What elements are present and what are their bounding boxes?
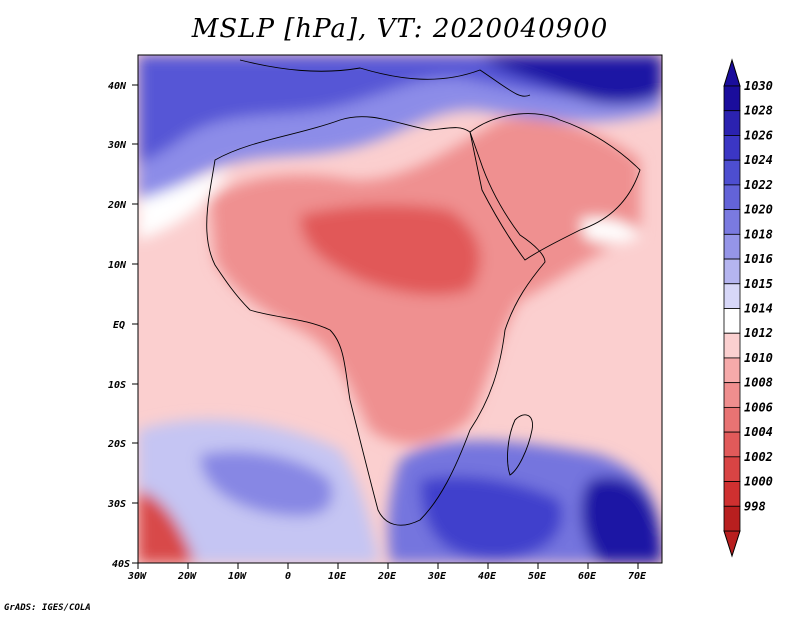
colorbar-label: 1010 [744,351,773,365]
lon-label-10w: 10W [228,571,247,582]
colorbar-box [723,233,741,260]
lat-axis: 40N 30N 20N 10N EQ 10S 20S 30S 40S [107,81,138,570]
lon-label-50e: 50E [528,571,547,582]
lon-label-30e: 30E [427,571,447,582]
madagascar-coastline [507,414,533,476]
pressure-field [138,55,662,563]
lat-label-40s: 40S [112,559,130,570]
atlantic-light-band [138,170,230,240]
north-high-core [138,55,662,165]
lon-label-70e: 70E [628,571,647,582]
lat-label-eq: EQ [113,320,125,331]
coastlines [206,59,641,526]
lon-label-10e: 10E [328,571,347,582]
colorbar-labels: 1030 1028 1026 1024 1022 1020 1018 1016 1015 1014… [744,79,773,513]
lon-label-40e: 40E [478,571,497,582]
indian-ocean-light [580,218,640,243]
colorbar-bottom-arrow [723,530,741,558]
colorbar-box [723,283,741,309]
lon-label-20e: 20E [377,571,397,582]
arabia-coastline [469,113,641,261]
sahel-low-core [300,204,481,296]
colorbar-box [723,110,741,136]
lon-label-20w: 20W [177,571,197,582]
colorbar-top-arrow [723,58,741,87]
lon-label-30w: 30W [127,571,147,582]
colorbar-boxes [723,85,741,532]
lat-label-30n: 30N [107,140,127,151]
colorbar-label: 1020 [744,203,773,217]
colorbar-label: 1015 [744,277,773,291]
africa-coastline [206,116,546,526]
lon-axis: 30W 20W 10W 0 10E 20E 30E 40E 50E 60E 70… [127,563,647,582]
colorbar: 1030 1028 1026 1024 1022 1020 1018 1016 1015 1014… [723,58,773,558]
lat-label-10n: 10N [108,260,127,271]
colorbar-label: 998 [744,499,766,513]
lat-label-20n: 20N [107,200,127,211]
grads-credit: GrADS: IGES/COLA [4,603,91,613]
lon-label-0: 0 [285,571,291,582]
lat-label-30s: 30S [107,499,126,510]
colorbar-label: 1012 [744,326,773,340]
colorbar-box [723,431,741,458]
southeast-high-core [420,476,563,560]
colorbar-box [723,481,741,507]
colorbar-label: 1026 [744,128,773,142]
east-high-core [480,55,662,105]
lat-label-10s: 10S [108,380,126,391]
southwest-high [200,451,333,517]
colorbar-label: 1030 [744,79,773,93]
colorbar-box [723,505,741,532]
colorbar-box [723,357,741,384]
colorbar-box [723,332,741,359]
colorbar-label: 1022 [744,178,773,192]
lat-label-40n: 40N [108,81,127,92]
colorbar-box [723,382,741,408]
colorbar-label: 1024 [744,153,773,167]
colorbar-label: 1016 [744,252,773,266]
colorbar-box [723,85,741,112]
colorbar-box [723,209,741,235]
colorbar-label: 1000 [744,475,773,489]
colorbar-label: 1002 [744,450,773,464]
lon-label-60e: 60E [578,571,597,582]
colorbar-label: 1008 [744,376,773,390]
colorbar-box [723,184,741,211]
colorbar-box [723,159,741,186]
colorbar-box [723,406,741,433]
colorbar-box [723,456,741,482]
colorbar-label: 1014 [744,302,773,316]
colorbar-box [723,135,741,161]
colorbar-label: 1006 [744,400,773,414]
map-frame [137,54,663,564]
colorbar-label: 1028 [744,104,773,118]
europe-coastline [239,59,531,97]
colorbar-box [723,308,741,334]
southwest-low [138,490,195,563]
colorbar-label: 1018 [744,227,773,241]
far-east-high-core [581,476,662,563]
map-title: MSLP [hPa], VT: 2020040900 [191,14,609,44]
colorbar-label: 1004 [744,425,773,439]
colorbar-box [723,258,741,285]
lat-label-20s: 20S [107,439,126,450]
